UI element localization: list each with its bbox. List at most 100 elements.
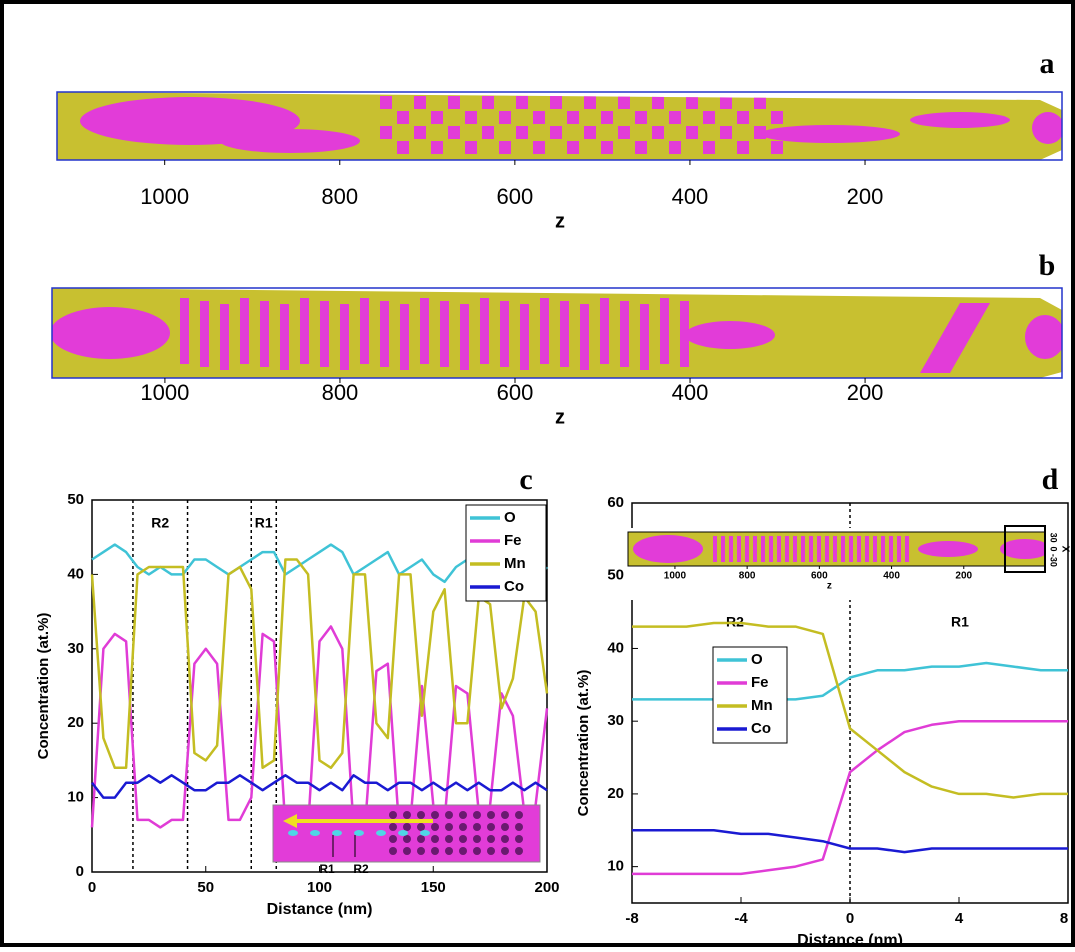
series-line [91,774,548,799]
inset-pore [445,847,453,855]
series-line [90,625,549,837]
rod-phase [703,111,715,124]
legend-label: Mn [504,555,526,572]
x-tick-label: 800 [321,184,358,209]
rod-phase [397,111,409,124]
x-tick-label: -8 [625,910,638,927]
inset-pore [515,811,523,819]
y-tick-label: 30 [67,640,84,657]
x-axis-label: z [555,210,565,232]
inset-phase [713,536,717,562]
rod-phase [431,111,443,124]
inset-pore [431,811,439,819]
inset-box [1004,525,1046,573]
inset-pore [389,811,397,819]
legend-label: Co [751,720,771,737]
y-tick-label: 10 [67,789,84,806]
inset-dot [376,830,386,836]
inset-x-label: z [827,581,832,592]
rod-phase [465,141,477,154]
x-tick-label: 200 [847,184,884,209]
rod-phase [600,298,609,364]
rod-phase [220,129,360,153]
inset-pore [473,835,481,843]
inset-pore [487,811,495,819]
inset-phase [873,536,877,562]
rod-phase [240,298,249,364]
inset-phase [777,536,781,562]
rod-phase [320,301,329,367]
inset-pore [487,847,495,855]
inset-pore [417,835,425,843]
rod-phase [499,141,511,154]
legend-label: Co [504,578,524,595]
rod-phase [200,301,209,367]
x-tick-label: 1000 [140,380,189,405]
inset-phase [889,536,893,562]
inset-arrow-head [283,814,297,828]
inset-phase [729,536,733,562]
inset-phase [769,536,773,562]
rod-phase [52,307,170,359]
x-tick-label: 8 [1060,910,1068,927]
inset-phase [793,536,797,562]
inset-pore [501,823,509,831]
y-tick-label: 20 [67,714,84,731]
inset-pore [417,847,425,855]
rod-phase [640,304,649,370]
inset-x-tick-label: 400 [883,571,900,582]
inset-pore [403,835,411,843]
rod-phase [482,96,494,109]
inset-dot [288,830,298,836]
inset-x-tick-label: 200 [955,571,972,582]
inset-pore [431,835,439,843]
inset-pore [501,847,509,855]
inset-phase [918,541,978,557]
inset-pore [515,823,523,831]
rod-outline [56,91,1063,161]
rod-phase [516,126,528,139]
rod-phase [550,126,562,139]
rod-phase [685,321,775,349]
rod-phase [480,298,489,364]
inset-y-tick-label: 30 [1049,533,1059,543]
legend-label: Fe [504,532,522,549]
inset-pore [459,847,467,855]
inset-dot [354,830,364,836]
inset-pore [515,847,523,855]
rod-phase [618,96,630,109]
legend-label: Mn [751,697,773,714]
rod-phase [448,126,460,139]
rod-phase [669,141,681,154]
y-tick-label: 30 [607,712,624,729]
rod-phase [652,126,664,139]
rod-phase [703,141,715,154]
rod-phase [652,96,664,109]
rod-phase [760,125,900,143]
rod-phase [465,111,477,124]
rod-phase [533,141,545,154]
y-tick-label: 50 [607,567,624,584]
x-axis-label: Distance (nm) [267,901,373,918]
inset-pore [445,823,453,831]
inset-pore [487,835,495,843]
y-axis-label: Concentration (at.%) [575,670,592,817]
inset-phase [857,536,861,562]
inset-phase [817,536,821,562]
inset-phase [881,536,885,562]
rod-phase [754,96,766,109]
rod-phase [520,304,529,370]
rod-phase [686,126,698,139]
x-tick-label: 1000 [140,184,189,209]
inset-dot [420,830,430,836]
rod-phase [771,141,783,154]
rod-phase [380,96,392,109]
y-tick-label: 50 [67,491,84,508]
x-tick-label: 150 [421,879,446,896]
rod-phase [400,304,409,370]
inset-phase [753,536,757,562]
inset-dot [398,830,408,836]
series-line [632,719,1068,876]
inset-image [628,532,1045,566]
region-label: R1 [255,515,273,531]
